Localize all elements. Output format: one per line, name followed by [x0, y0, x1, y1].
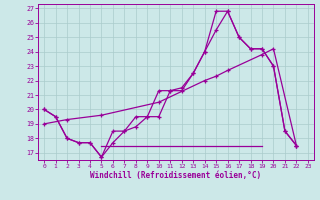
X-axis label: Windchill (Refroidissement éolien,°C): Windchill (Refroidissement éolien,°C) [91, 171, 261, 180]
